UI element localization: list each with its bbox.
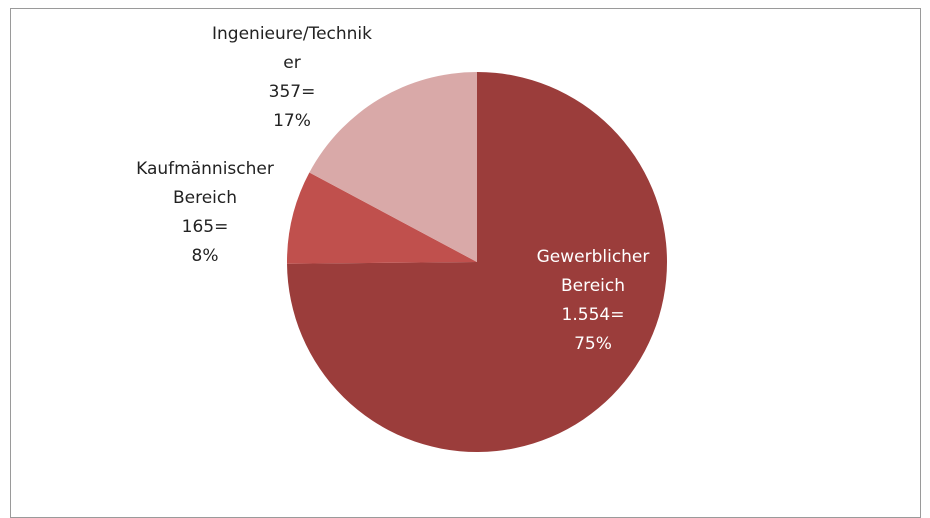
pie-area: [287, 72, 668, 452]
slice-label: Kaufmännischer Bereich 165= 8%: [120, 155, 290, 271]
percent-label: 8%: [191, 246, 219, 266]
category-name: Ingenieure/Techniker: [212, 24, 372, 73]
slice-label: Ingenieure/Techniker 357= 17%: [208, 20, 376, 136]
pie-slice: [287, 172, 477, 264]
slice-label: Gewerblicher Bereich 1.554= 75%: [508, 243, 678, 359]
count-label: 357=: [268, 82, 316, 102]
pie-slice: [287, 72, 668, 452]
pie-slice: [309, 72, 477, 262]
count-label: 165=: [181, 217, 229, 237]
category-name: Kaufmännischer Bereich: [136, 159, 274, 208]
chart: Gewerblicher Bereich 1.554= 75% Kaufmännisc…: [10, 8, 921, 518]
count-label: 1.554=: [561, 305, 625, 325]
percent-label: 17%: [273, 111, 311, 131]
percent-label: 75%: [574, 334, 612, 354]
category-name: Gewerblicher Bereich: [536, 247, 650, 296]
